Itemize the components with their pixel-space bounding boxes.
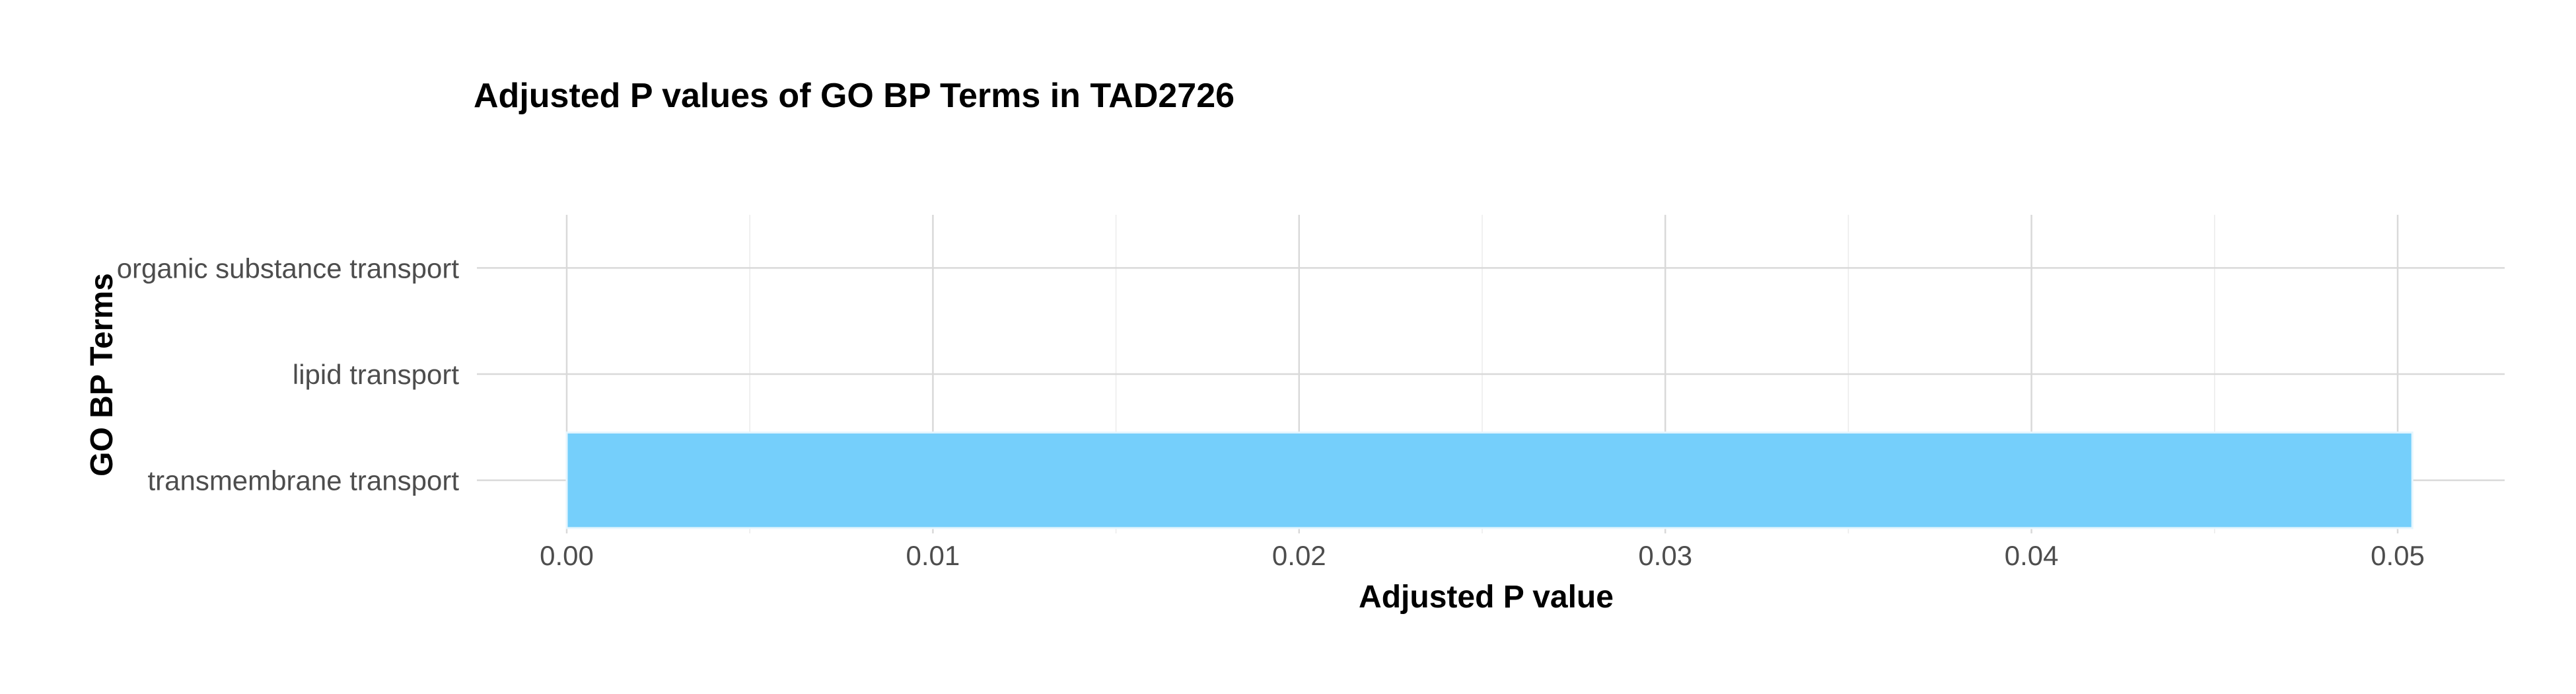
x-tick-label: 0.04 — [2005, 540, 2059, 571]
y-tick-label: transmembrane transport — [147, 465, 459, 496]
x-axis-title: Adjusted P value — [1359, 580, 1614, 615]
bars — [565, 431, 2414, 529]
x-tick-label: 0.02 — [1272, 540, 1326, 571]
chart-title: Adjusted P values of GO BP Terms in TAD2… — [474, 77, 1234, 115]
y-tick-label: organic substance transport — [117, 252, 460, 284]
y-axis-ticks: transmembrane transport lipid transport or… — [117, 252, 460, 496]
y-tick-label: lipid transport — [293, 359, 459, 390]
bar — [565, 431, 2414, 529]
x-tick-label: 0.00 — [540, 540, 594, 571]
x-tick-label: 0.05 — [2371, 540, 2425, 571]
x-tick-label: 0.03 — [1638, 540, 1692, 571]
x-axis-ticks: 0.00 0.01 0.02 0.03 0.04 0.05 — [540, 540, 2425, 571]
y-axis-title: GO BP Terms — [85, 273, 120, 477]
x-tick-label: 0.01 — [906, 540, 960, 571]
